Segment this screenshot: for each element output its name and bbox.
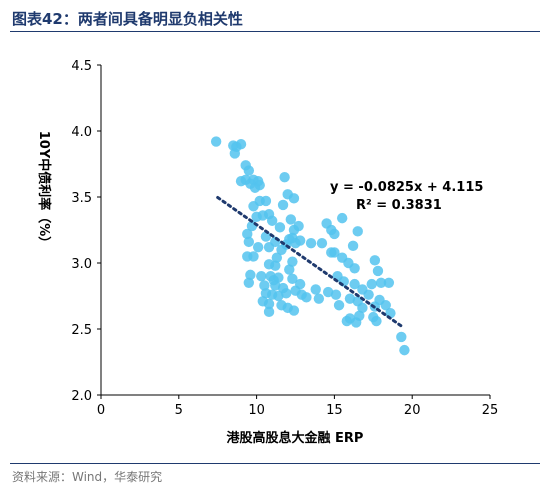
x-tick-label: 20: [404, 403, 421, 418]
data-point: [274, 222, 286, 233]
scatter-chart: 0 5 10 15 20 25 2.0 2.5 3.0 3.5 4.0 4.5 y = -0.0825…: [36, 59, 498, 446]
data-point: [270, 260, 281, 271]
y-tick-label: 2.5: [71, 323, 92, 338]
data-point: [349, 263, 360, 274]
data-point: [210, 136, 222, 147]
y-axis-title: 10Y中债利率（%）: [36, 131, 52, 250]
x-tick-label: 5: [175, 403, 183, 418]
data-point: [330, 289, 342, 300]
x-tick-label: 0: [97, 403, 105, 418]
data-point: [350, 317, 362, 328]
y-tick-label: 3.0: [71, 257, 92, 272]
x-axis-title: 港股高股息大金融 ERP: [227, 430, 364, 446]
data-point: [277, 199, 289, 211]
data-point: [271, 252, 283, 263]
data-point: [243, 236, 255, 248]
data-point: [380, 300, 391, 311]
data-point: [369, 255, 381, 266]
data-point: [260, 231, 272, 242]
data-point: [341, 315, 353, 327]
r-squared-label: R² = 0.3831: [356, 198, 442, 213]
data-point: [313, 293, 325, 304]
data-point: [249, 182, 261, 193]
data-point: [251, 211, 262, 222]
data-point: [243, 165, 255, 176]
data-point: [396, 331, 407, 343]
data-point: [259, 280, 270, 291]
data-point: [287, 256, 298, 267]
data-point: [276, 244, 287, 255]
data-point: [383, 277, 395, 288]
data-point: [288, 305, 300, 316]
data-point: [305, 238, 317, 249]
data-point: [288, 224, 300, 236]
figure-title: 图表42：两者间具备明显负相关性: [12, 10, 243, 28]
data-point: [357, 302, 368, 314]
x-tick-label: 10: [248, 403, 265, 418]
data-point: [294, 235, 306, 246]
data-points: [210, 136, 410, 356]
data-point: [280, 288, 292, 299]
data-point: [266, 215, 278, 226]
data-point: [242, 228, 253, 240]
data-point: [288, 193, 300, 204]
data-point: [263, 241, 275, 253]
data-point: [336, 212, 348, 224]
data-point: [287, 273, 298, 285]
source-divider: [10, 463, 540, 464]
data-point: [285, 214, 297, 225]
source-note: 资料来源：Wind，华泰研究: [12, 470, 163, 484]
data-point: [329, 247, 340, 258]
data-point: [310, 284, 321, 295]
data-point: [349, 278, 360, 290]
title-divider: [10, 31, 540, 32]
data-point: [248, 201, 259, 212]
data-point: [372, 265, 384, 277]
data-point: [338, 276, 349, 287]
data-point: [243, 277, 255, 288]
data-point: [263, 306, 275, 318]
data-point: [242, 251, 253, 262]
data-point: [329, 228, 340, 240]
data-point: [371, 315, 382, 327]
data-point: [333, 300, 345, 311]
y-tick-label: 3.5: [71, 191, 92, 206]
data-point: [363, 289, 374, 300]
data-point: [347, 240, 359, 252]
data-point: [399, 344, 410, 356]
data-point: [301, 292, 312, 303]
data-point: [352, 226, 363, 237]
trendline-equation: y = -0.0825x + 4.115: [330, 180, 483, 195]
x-tick-label: 15: [326, 403, 343, 418]
data-point: [256, 271, 267, 282]
data-point: [245, 269, 256, 281]
trendline-group: [216, 195, 403, 328]
data-point: [260, 195, 272, 207]
data-point: [279, 172, 290, 183]
data-point: [366, 278, 377, 290]
data-point: [252, 241, 264, 253]
y-tick-label: 4.5: [71, 59, 92, 74]
data-point: [284, 264, 295, 275]
data-point: [231, 141, 242, 153]
trendline: [216, 195, 403, 328]
data-point: [263, 298, 275, 310]
y-tick-label: 4.0: [71, 125, 92, 140]
x-tick-label: 25: [482, 403, 499, 418]
data-point: [316, 238, 328, 249]
axes: 0 5 10 15 20 25 2.0 2.5 3.0 3.5 4.0 4.5: [71, 59, 498, 418]
y-tick-label: 2.0: [71, 389, 92, 404]
data-point: [375, 277, 387, 288]
